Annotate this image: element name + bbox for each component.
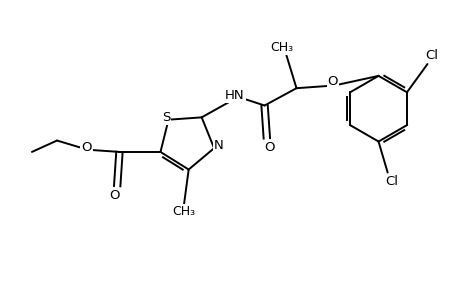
Text: HN: HN xyxy=(224,89,244,102)
Text: O: O xyxy=(327,75,337,88)
Text: CH₃: CH₃ xyxy=(270,41,293,54)
Text: CH₃: CH₃ xyxy=(172,206,195,218)
Text: N: N xyxy=(213,140,223,152)
Text: O: O xyxy=(81,141,92,154)
Text: O: O xyxy=(263,141,274,154)
Text: O: O xyxy=(109,189,120,202)
Text: Cl: Cl xyxy=(425,49,437,62)
Text: Cl: Cl xyxy=(385,175,398,188)
Text: S: S xyxy=(162,111,170,124)
